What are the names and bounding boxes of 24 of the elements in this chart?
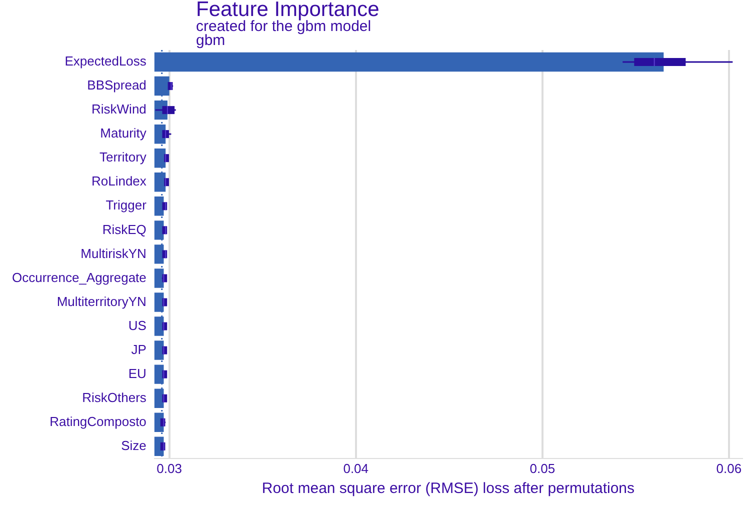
y-tick-label: ExpectedLoss [64,54,147,69]
x-tick-label: 0.03 [156,460,182,476]
x-tick-label: 0.06 [716,460,742,476]
y-tick-label: MultiterritoryYN [56,294,146,309]
y-tick-label: Trigger [106,198,148,213]
y-tick-label: Maturity [100,126,147,141]
y-tick-label: MultiriskYN [80,246,146,261]
y-tick-label: JP [131,342,146,357]
y-tick-label: RiskEQ [102,222,146,237]
x-tick-label: 0.05 [530,460,556,476]
y-tick-label: Occurrence_Aggregate [12,270,146,285]
y-tick-label: Territory [99,150,147,165]
y-tick-label: RiskOthers [82,390,147,405]
x-axis-title: Root mean square error (RMSE) loss after permutations [262,480,635,498]
chart-title: Feature Importance [196,0,380,21]
text: gbm [196,32,226,50]
y-tick-label: US [128,318,147,333]
y-tick-label: RoLindex [91,174,147,189]
y-tick-label: EU [128,366,146,381]
y-tick-label: Size [121,438,146,453]
y-tick-label: RiskWind [92,102,146,117]
y-tick-label: RatingComposto [50,414,146,429]
x-tick-label: 0.04 [343,460,369,476]
y-tick-label: BBSpread [87,78,146,93]
